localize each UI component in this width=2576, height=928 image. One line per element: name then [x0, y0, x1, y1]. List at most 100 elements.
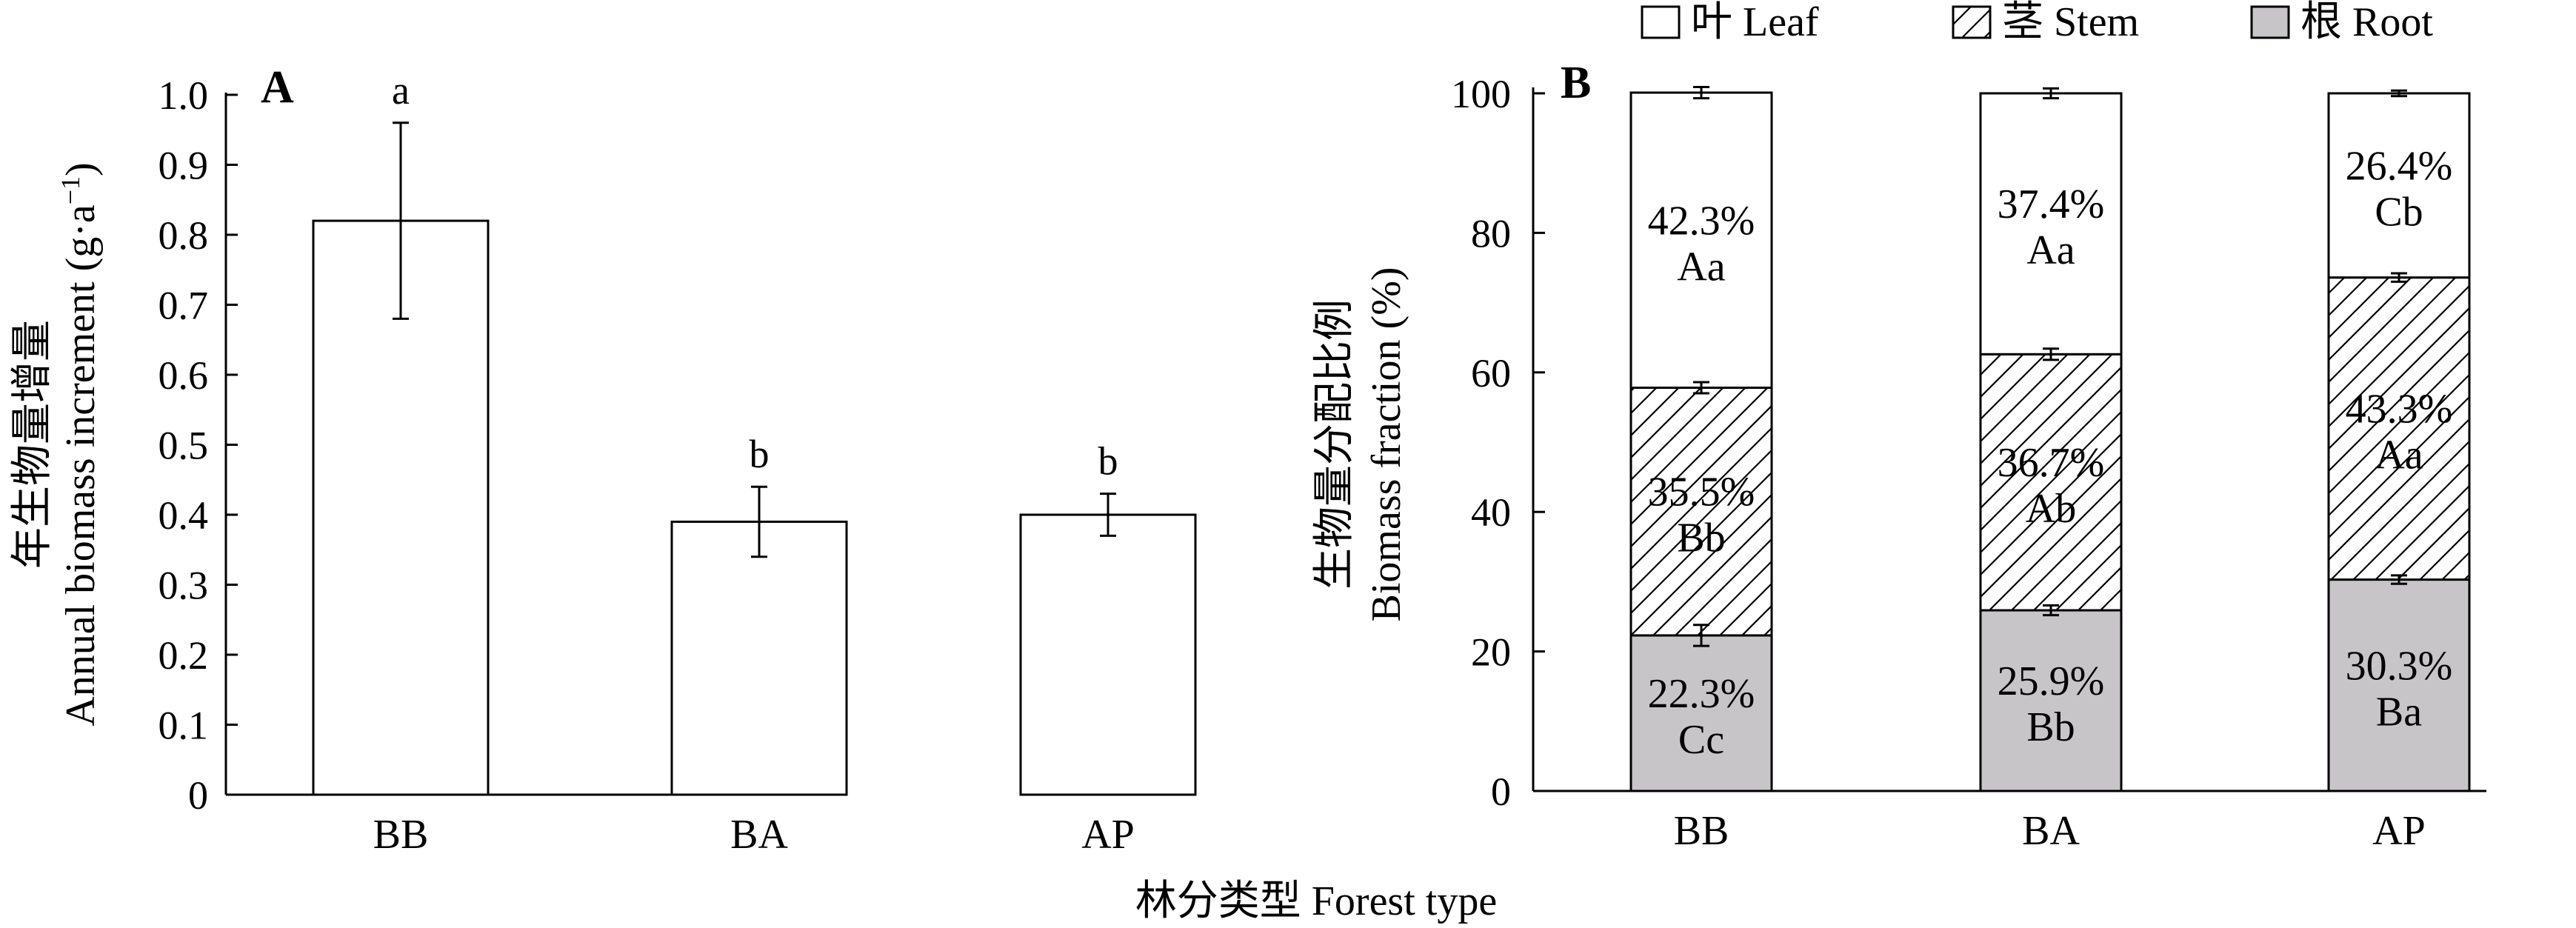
panel-a-ylabel-sup: −1 — [56, 176, 85, 204]
panel-a-y-tick-label: 0.2 — [159, 633, 209, 678]
shared-x-axis-title: 林分类型 Forest type — [1135, 878, 1497, 924]
svg-text:Annual biomass increment (g·a−: Annual biomass increment (g·a−1) — [56, 162, 104, 726]
panel-b-error-bar-BB-stem — [1693, 381, 1709, 395]
panel-b-error-bar-BA-stem — [2043, 347, 2059, 361]
panel-b-percent-BB-leaf: 42.3% — [1648, 198, 1755, 244]
panel-b-letter: B — [1561, 58, 1591, 108]
panel-a-sig-letter-BB: a — [392, 68, 410, 113]
panel-b-letters-AP-root: Ba — [2376, 689, 2422, 735]
panel-a-y-axis-title: 年生物量增量 — [10, 320, 56, 569]
panel-a-ylabel-end: ) — [58, 162, 104, 176]
panel-a-y-tick-label: 0.7 — [159, 284, 209, 328]
panel-b-letters-AP-leaf: Cb — [2375, 189, 2423, 235]
panel-b-bar-AP-leaf — [2327, 92, 2471, 279]
panel-b-category-BB: BB — [1674, 808, 1729, 854]
legend-item-root: 根 Root — [2250, 0, 2433, 45]
panel-b-y-tick-label: 100 — [1451, 72, 1511, 116]
panel-b-y-tick-label: 40 — [1471, 490, 1511, 535]
panel-b-y-tick-label: 0 — [1491, 770, 1511, 814]
panel-b-letters-AP-stem: Aa — [2375, 433, 2423, 478]
legend-swatch-root — [2250, 5, 2290, 39]
panel-a-bar-AP — [1019, 513, 1197, 796]
panel-a-ylabel-en: Annual biomass increment (g·a — [58, 204, 104, 727]
panel-b-percent-BA-leaf: 37.4% — [1998, 181, 2105, 227]
panel-a-significance-letters: a b b — [392, 68, 1118, 484]
panel-a-error-bars — [393, 121, 1116, 558]
panel-b-y-tick-label: 60 — [1471, 351, 1511, 395]
panel-b-percent-BA-stem: 36.7% — [1998, 440, 2105, 486]
panel-a-error-bar-AP — [1100, 493, 1116, 537]
panel-a: A 0 0.1 0.2 0.3 0.4 0.5 0.6 0.7 0.8 0.9 1.0 a b b BB… — [10, 62, 1197, 858]
panel-a-y-axis-title-en: Annual biomass increment (g·a−1) — [56, 162, 104, 726]
panel-b-percent-BB-root: 22.3% — [1648, 671, 1755, 717]
panel-b-percent-AP-root: 30.3% — [2346, 643, 2453, 689]
panel-b-error-bar-BB-root — [1693, 624, 1709, 647]
panel-a-ylabel-cn: 年生物量增量 — [10, 320, 56, 569]
panel-b-letters-BA-root: Bb — [2026, 704, 2075, 750]
panel-b-y-axis-title-en-wrap: Biomass fraction (%) — [1364, 267, 1409, 622]
panel-b-error-bar-AP-leaf — [2391, 89, 2407, 98]
legend-item-stem: 茎 Stem — [1952, 0, 2139, 45]
panel-b-letters-BB-root: Cc — [1678, 717, 1724, 763]
legend-label-root: 根 Root — [2300, 0, 2433, 45]
panel-b-y-tick-label: 20 — [1471, 630, 1511, 675]
panel-b-segment-labels: 22.3%Cc35.5%Bb42.3%Aa25.9%Bb36.7%Ab37.4%… — [1648, 143, 2453, 763]
panel-a-error-bar-BB — [393, 121, 409, 320]
legend-label-leaf: 叶 Leaf — [1691, 0, 1819, 45]
panel-a-bars — [312, 219, 1197, 796]
panel-b-y-tick-label: 80 — [1471, 211, 1511, 256]
panel-b-letters-BA-leaf: Aa — [2026, 227, 2075, 273]
panel-a-category-BB: BB — [373, 812, 429, 858]
panel-a-y-tick-label: 0.9 — [159, 144, 209, 188]
legend-label-stem: 茎 Stem — [2002, 0, 2139, 45]
panel-b-category-labels: BB BA AP — [1674, 808, 2426, 854]
panel-b-percent-BB-stem: 35.5% — [1648, 470, 1755, 515]
panel-a-y-tick-label: 0.5 — [159, 424, 209, 468]
panel-b-bar-AP-root — [2327, 578, 2471, 792]
panel-b-letters-BA-stem: Ab — [2026, 486, 2076, 532]
panel-a-category-labels: BB BA AP — [373, 812, 1135, 858]
legend-swatch-leaf — [1641, 5, 1681, 39]
panel-a-y-ticks: 0 0.1 0.2 0.3 0.4 0.5 0.6 0.7 0.8 0.9 1.0 — [159, 73, 238, 818]
panel-a-y-tick-label: 0.4 — [159, 493, 209, 538]
panel-a-y-tick-label: 0.8 — [159, 213, 209, 258]
panel-b-error-bar-BA-root — [2043, 604, 2059, 617]
panel-a-sig-letter-AP: b — [1098, 439, 1118, 484]
panel-a-y-tick-label: 1.0 — [159, 73, 209, 118]
panel-b-percent-BA-root: 25.9% — [1998, 658, 2105, 704]
panel-b-error-bar-AP-stem — [2391, 272, 2407, 283]
panel-b-percent-AP-stem: 43.3% — [2346, 387, 2453, 433]
panel-b-percent-AP-leaf: 26.4% — [2346, 143, 2453, 189]
panel-b-bar-BA-leaf — [1979, 92, 2123, 355]
panel-a-y-tick-label: 0.6 — [159, 353, 209, 398]
panel-b-error-bars — [1693, 86, 2407, 647]
panel-b-letters-BB-stem: Bb — [1677, 515, 1725, 561]
panel-b-error-bar-AP-root — [2391, 574, 2407, 585]
panel-a-y-tick-label: 0 — [188, 773, 208, 818]
panel-b-ylabel-cn: 生物量分配比例 — [1312, 299, 1358, 590]
panel-b-error-bar-BA-leaf — [2043, 87, 2059, 100]
panel-b-y-axis-title: 生物量分配比例 — [1312, 299, 1358, 590]
panel-b-letters-BB-leaf: Aa — [1677, 244, 1725, 290]
panel-a-sig-letter-BA: b — [750, 432, 770, 476]
panel-b-bar-AP-stem — [2327, 276, 2471, 581]
panel-a-y-tick-label: 0.1 — [159, 704, 209, 748]
legend-swatch-stem — [1952, 5, 1992, 39]
panel-a-error-bar-BA — [751, 485, 767, 558]
panel-b-bar-BB-leaf — [1629, 91, 1773, 390]
panel-b-category-BA: BA — [2022, 808, 2080, 854]
panel-a-category-BA: BA — [730, 812, 788, 858]
legend-item-leaf: 叶 Leaf — [1641, 0, 1819, 45]
panel-b-bar-BA-root — [1979, 609, 2123, 792]
panel-b-stacked-bars — [1629, 91, 2471, 792]
panel-b-category-AP: AP — [2372, 808, 2426, 854]
panel-a-letter: A — [261, 62, 294, 113]
panel-a-y-tick-label: 0.3 — [159, 564, 209, 608]
panel-b-bar-BB-stem — [1629, 387, 1773, 637]
panel-a-category-AP: AP — [1081, 812, 1135, 858]
panel-b-error-bar-BB-leaf — [1693, 86, 1709, 100]
panel-b-bar-BB-root — [1629, 634, 1773, 792]
panel-b-bar-BA-stem — [1979, 353, 2123, 612]
